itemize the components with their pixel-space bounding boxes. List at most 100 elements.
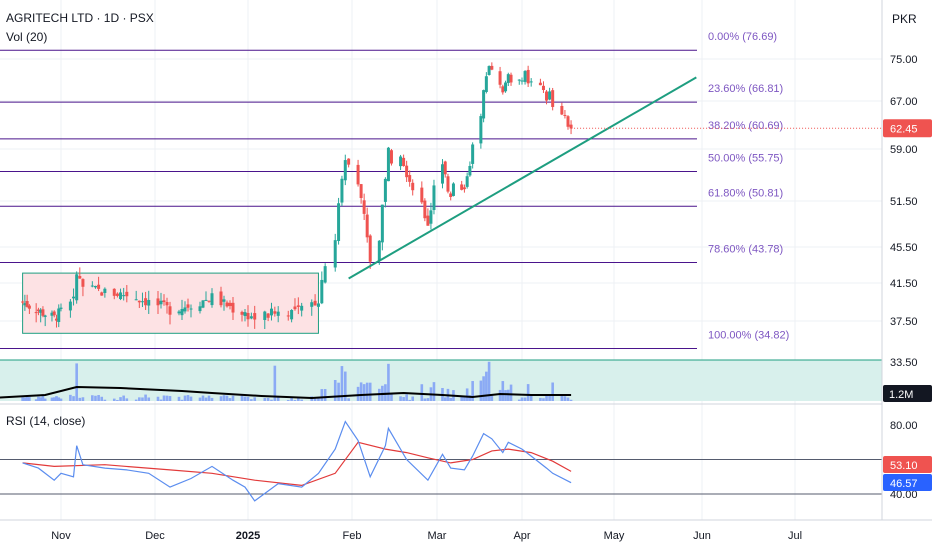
candle-body (246, 312, 250, 320)
candle-body (462, 187, 466, 190)
volume-bar (471, 381, 474, 401)
volume-bar (43, 398, 47, 401)
volume-bar (560, 395, 564, 401)
volume-bar (78, 397, 82, 401)
volume-bar (482, 376, 485, 401)
candle-body (405, 165, 409, 178)
rsi-ma-line (22, 441, 572, 487)
volume-bar (219, 396, 223, 401)
price-tick-label: 67.00 (890, 96, 918, 108)
rsi-tick-label: 40.00 (890, 489, 918, 501)
volume-bar (465, 388, 469, 401)
volume-bar (408, 399, 411, 401)
candle-body (506, 74, 510, 83)
volume-bar (103, 399, 107, 401)
candle-body (451, 183, 455, 196)
volume-bar (297, 396, 300, 401)
volume-ma (0, 385, 572, 400)
candle-body (359, 184, 363, 199)
candle-body (186, 304, 190, 308)
candle-body (90, 285, 94, 287)
volume-bar (506, 389, 510, 401)
candle-body (100, 292, 104, 296)
fib-level-label: 50.00% (55.75) (708, 153, 783, 165)
volume-badge (883, 385, 932, 402)
candle-body (263, 311, 267, 320)
candle-body (180, 308, 184, 316)
candle-body (443, 161, 447, 175)
volume-bar (55, 396, 58, 401)
candle-body (296, 305, 300, 307)
candle-body (231, 302, 235, 313)
volume-bar (563, 396, 567, 401)
candle-body (219, 291, 223, 306)
fib-level-label: 61.80% (50.81) (708, 187, 783, 199)
candle-body (316, 303, 320, 307)
volume-bar (359, 382, 363, 401)
volume-bar (147, 397, 151, 401)
candle-body (484, 76, 488, 92)
candle-body (560, 105, 564, 115)
candle-body (399, 156, 403, 167)
rsi-line (22, 420, 572, 502)
candle-body (551, 90, 555, 107)
volume-bar (144, 394, 147, 401)
candle-body (147, 299, 151, 306)
price-axis[interactable]: 75.00 67.00 59.00 51.50 45.50 41.50 37.50 33.50… (881, 0, 932, 550)
rsi-legend[interactable]: RSI (14, close) (6, 414, 86, 428)
currency-label[interactable]: PKR (892, 12, 917, 26)
volume-bar (566, 397, 570, 401)
volume-bar (75, 363, 78, 401)
candle-body (57, 308, 61, 323)
volume-bar (37, 396, 40, 401)
volume-bar (323, 389, 327, 401)
volume-bar (81, 397, 85, 401)
fibonacci-retracement[interactable]: 0.00% (76.69) 23.60% (66.81) 38.20% (60.69… (0, 31, 789, 349)
volume-bar (399, 396, 402, 401)
volume-bar (177, 396, 181, 401)
volume-bar (266, 397, 270, 401)
volume-bar (405, 394, 408, 401)
symbol-title[interactable]: AGRITECH LTD · 1D · PSX (6, 11, 154, 25)
candle-body (144, 298, 148, 306)
volume-bar (340, 366, 344, 401)
last-price-badge (883, 119, 932, 138)
candle-body (501, 86, 505, 93)
candle-body (23, 303, 27, 306)
volume-bar (201, 395, 205, 401)
candle-body (249, 316, 253, 319)
candle-body (50, 312, 54, 316)
volume-bar (270, 399, 273, 401)
candle-body (569, 124, 573, 129)
consolidation-range[interactable] (22, 272, 319, 334)
volume-bar (420, 384, 424, 401)
trendline[interactable] (348, 76, 697, 280)
price-tick-label: 59.00 (890, 144, 918, 156)
volume-bar (426, 398, 430, 401)
volume-bar (162, 395, 166, 401)
time-tick-label: Apr (513, 530, 530, 542)
candle-body (54, 318, 58, 321)
volume-bar (286, 399, 290, 401)
last-price-badge-text: 62.45 (890, 123, 918, 135)
volume-bar (343, 371, 347, 401)
candle-body (243, 312, 247, 317)
candle-body (168, 306, 172, 315)
price-tick-label: 37.50 (890, 316, 918, 328)
volume-bar (138, 397, 141, 401)
volume-bar (28, 397, 31, 401)
volume-bar (100, 396, 104, 401)
volume-bar (228, 398, 232, 401)
volume-legend[interactable]: Vol (20) (6, 30, 48, 44)
candle-body (446, 176, 450, 192)
candle-body (479, 116, 483, 144)
time-axis[interactable]: Nov Dec 2025 Feb Mar Apr May Jun Jul (0, 519, 932, 542)
candle-body (43, 315, 47, 317)
volume-bar (333, 379, 337, 401)
candle-body (310, 302, 314, 307)
candle-body (440, 164, 444, 184)
candle-body (140, 301, 144, 303)
volume-bar (189, 396, 193, 401)
candle-body (347, 158, 351, 165)
